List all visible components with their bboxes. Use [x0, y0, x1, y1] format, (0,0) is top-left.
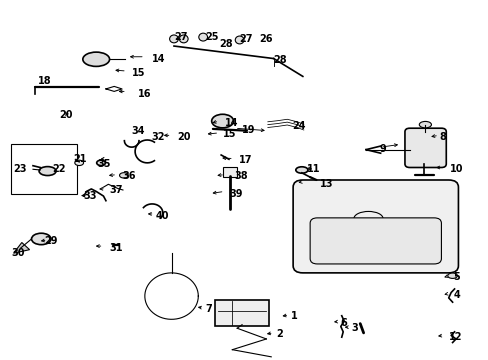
Text: 28: 28 — [273, 55, 287, 65]
Text: 27: 27 — [239, 34, 253, 44]
Text: 6: 6 — [340, 318, 347, 328]
Text: 7: 7 — [205, 304, 212, 314]
Text: 8: 8 — [438, 132, 445, 142]
Ellipse shape — [447, 273, 457, 278]
Text: 18: 18 — [38, 76, 51, 86]
Text: 22: 22 — [52, 164, 66, 174]
Text: 34: 34 — [131, 126, 145, 136]
Ellipse shape — [235, 36, 244, 44]
Ellipse shape — [199, 33, 207, 41]
Ellipse shape — [75, 160, 83, 166]
Text: 9: 9 — [379, 144, 386, 154]
Text: 10: 10 — [449, 164, 462, 174]
Text: 28: 28 — [219, 39, 232, 49]
Text: 26: 26 — [259, 34, 272, 44]
Ellipse shape — [211, 114, 233, 128]
Ellipse shape — [39, 167, 56, 176]
Text: 1: 1 — [290, 311, 297, 321]
Text: 15: 15 — [131, 68, 145, 78]
Text: 14: 14 — [224, 118, 238, 128]
Text: 3: 3 — [351, 323, 358, 333]
FancyBboxPatch shape — [215, 300, 268, 327]
Text: 33: 33 — [83, 191, 96, 201]
Text: 15: 15 — [222, 129, 236, 139]
Text: 39: 39 — [228, 189, 242, 199]
Ellipse shape — [179, 35, 188, 43]
Text: 20: 20 — [59, 110, 72, 120]
Bar — [222, 167, 237, 177]
Text: 13: 13 — [319, 179, 333, 189]
Text: 30: 30 — [11, 248, 24, 258]
Text: 23: 23 — [14, 164, 27, 174]
Bar — [11, 144, 77, 194]
Text: 5: 5 — [453, 272, 459, 282]
Text: 24: 24 — [291, 121, 305, 131]
Text: 17: 17 — [238, 156, 252, 165]
Ellipse shape — [97, 160, 105, 166]
Text: 29: 29 — [44, 237, 58, 247]
Text: 27: 27 — [174, 32, 187, 42]
Ellipse shape — [82, 52, 109, 66]
Ellipse shape — [418, 121, 430, 128]
Text: 32: 32 — [151, 132, 164, 142]
Text: 4: 4 — [453, 290, 459, 300]
Text: 11: 11 — [306, 164, 320, 174]
Text: 16: 16 — [137, 89, 151, 99]
Text: 40: 40 — [156, 211, 169, 221]
Text: 25: 25 — [205, 32, 219, 42]
Text: 35: 35 — [98, 159, 111, 169]
Text: 19: 19 — [242, 125, 255, 135]
FancyBboxPatch shape — [292, 180, 458, 273]
Text: 36: 36 — [122, 171, 135, 181]
Polygon shape — [14, 243, 30, 253]
Ellipse shape — [169, 35, 178, 43]
Text: 20: 20 — [177, 132, 190, 142]
Ellipse shape — [31, 233, 51, 245]
FancyBboxPatch shape — [309, 218, 441, 264]
Ellipse shape — [119, 173, 128, 178]
Text: 21: 21 — [73, 154, 87, 163]
Text: 38: 38 — [234, 171, 248, 181]
Text: 31: 31 — [109, 243, 122, 253]
Text: 12: 12 — [448, 332, 461, 342]
Text: 2: 2 — [276, 329, 282, 339]
Ellipse shape — [295, 167, 307, 173]
Text: 37: 37 — [109, 185, 122, 195]
Text: 14: 14 — [152, 54, 165, 64]
FancyBboxPatch shape — [404, 128, 446, 167]
